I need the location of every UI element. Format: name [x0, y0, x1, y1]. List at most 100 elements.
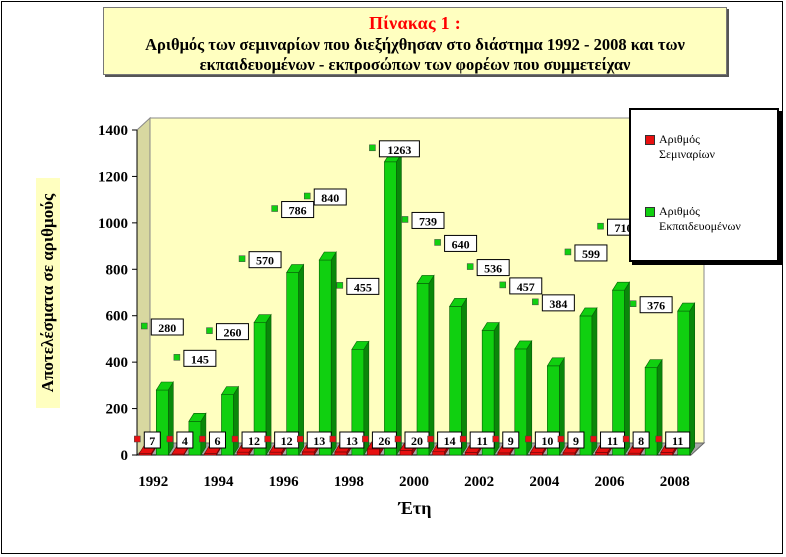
label-trainees-1994-box — [215, 323, 249, 341]
bar-seminars-1998-front — [334, 451, 348, 456]
label-seminars-1999-marker — [362, 435, 369, 443]
bar-trainees-2008-top — [677, 302, 696, 312]
label-seminars-1998: 13 — [329, 431, 365, 449]
chart-title-box: Πίνακας 1 : Αριθμός των σεμιναρίων που δ… — [103, 7, 727, 75]
label-seminars-2007-text: 8 — [638, 434, 644, 448]
label-seminars-2008-marker — [655, 435, 662, 443]
y-tick-label: 800 — [106, 262, 129, 278]
label-trainees-2006-marker — [597, 222, 604, 230]
label-trainees-1998: 455 — [336, 277, 380, 295]
label-trainees-1996-marker — [271, 205, 278, 212]
bar-trainees-2001 — [449, 297, 468, 457]
label-seminars-2006-marker — [590, 435, 597, 443]
y-tick-label: 1400 — [98, 123, 128, 139]
bar-seminars-1999-front — [367, 448, 380, 456]
label-trainees-2003-box — [509, 277, 543, 295]
label-seminars-2001-text: 14 — [444, 434, 456, 448]
bar-trainees-1996-front — [286, 272, 299, 456]
label-seminars-1997: 13 — [296, 431, 332, 449]
bar-trainees-1998 — [351, 340, 370, 457]
label-seminars-2003: 9 — [492, 431, 520, 449]
label-trainees-2002-text: 536 — [484, 262, 502, 276]
bar-trainees-1996-side — [298, 263, 304, 457]
label-trainees-2001-text: 640 — [452, 237, 470, 251]
x-tick-label: 2000 — [399, 474, 429, 490]
label-seminars-1999-text: 26 — [378, 434, 390, 448]
bar-trainees-1996-top — [286, 264, 305, 273]
label-trainees-2004-marker — [532, 298, 539, 306]
y-tick-label: 400 — [106, 355, 129, 371]
label-seminars-1994-text: 6 — [214, 434, 220, 448]
bar-seminars-2001-front — [432, 451, 445, 456]
bar-trainees-2005-top — [579, 307, 598, 317]
label-seminars-2002: 11 — [459, 431, 495, 449]
label-seminars-2000: 20 — [394, 431, 430, 449]
bar-seminars-1997-front — [301, 451, 315, 456]
bar-trainees-1995 — [253, 313, 272, 457]
label-seminars-1997-text: 13 — [313, 434, 325, 448]
label-trainees-1993-box — [183, 349, 217, 367]
bar-seminars-2000-front — [399, 450, 413, 456]
bar-trainees-2000-side — [428, 274, 435, 457]
label-seminars-1999: 26 — [362, 431, 397, 449]
label-trainees-1992-box — [150, 318, 184, 336]
bar-trainees-1993 — [188, 412, 207, 457]
label-trainees-2007-marker — [629, 300, 637, 307]
bar-trainees-2003 — [514, 339, 533, 457]
label-seminars-2003-marker — [492, 435, 500, 443]
label-seminars-1994-marker — [199, 435, 206, 443]
label-trainees-1999-marker — [369, 144, 376, 152]
label-seminars-1994-box — [208, 431, 226, 449]
bar-trainees-1999-front — [384, 161, 397, 456]
label-seminars-2001: 14 — [427, 431, 463, 449]
bar-seminars-2006-front — [595, 452, 608, 456]
label-seminars-2004-text: 10 — [541, 434, 553, 448]
y-tick-label: 1200 — [98, 169, 128, 185]
bar-seminars-1994 — [203, 444, 223, 457]
label-seminars-2000-marker — [394, 435, 402, 443]
bar-trainees-1999-side — [396, 152, 402, 457]
label-trainees-2001: 640 — [434, 234, 478, 252]
bar-trainees-2005 — [579, 306, 598, 457]
label-seminars-2008-text: 11 — [672, 434, 683, 448]
legend-item-seminars: Αριθμός Σεμιναρίων — [645, 132, 715, 162]
label-seminars-2003-box — [502, 431, 520, 449]
label-trainees-1992-marker — [141, 322, 148, 330]
label-trainees-1996-text: 786 — [289, 204, 307, 218]
label-seminars-1994: 6 — [199, 431, 226, 449]
label-trainees-2005-marker — [564, 248, 572, 256]
label-seminars-2002-marker — [459, 435, 467, 443]
label-trainees-1997-marker — [303, 192, 311, 200]
bar-trainees-1998-top — [351, 341, 370, 350]
label-trainees-1995: 570 — [238, 251, 282, 269]
bar-trainees-1999 — [383, 152, 402, 457]
label-trainees-1994-marker — [206, 327, 213, 334]
label-trainees-2001-box — [444, 234, 478, 252]
label-trainees-2004-box — [541, 294, 575, 312]
label-trainees-2007: 376 — [629, 296, 673, 314]
label-trainees-1995-marker — [238, 255, 246, 262]
label-trainees-1993-text: 145 — [191, 352, 209, 366]
x-tick-label: 1994 — [203, 474, 234, 490]
legend-label-trainees-1: Αριθμός — [659, 204, 700, 218]
bar-trainees-2001-top — [449, 298, 468, 307]
bar-trainees-2008-side — [689, 302, 696, 457]
label-trainees-2003-text: 457 — [517, 280, 535, 294]
label-trainees-2005: 599 — [564, 244, 608, 262]
bar-trainees-1997-front — [318, 259, 332, 456]
x-tick-label: 1992 — [138, 474, 168, 490]
label-seminars-2008-box — [665, 431, 691, 449]
legend-item-trainees: Αριθμός Εκπαιδευομένων — [645, 204, 741, 234]
label-seminars-1998-text: 13 — [346, 434, 358, 448]
label-seminars-2008: 11 — [655, 431, 691, 449]
label-seminars-2007-box — [632, 431, 650, 449]
bar-seminars-2002-front — [464, 452, 478, 456]
bar-trainees-2000 — [416, 274, 435, 457]
label-seminars-1993-marker — [166, 435, 174, 443]
label-trainees-1997-text: 840 — [321, 191, 339, 205]
bar-trainees-2005-side — [591, 306, 598, 457]
bar-trainees-2008 — [677, 302, 696, 457]
bar-trainees-2002 — [481, 321, 500, 457]
legend-label-trainees-2: Εκπαιδευομένων — [659, 219, 741, 233]
